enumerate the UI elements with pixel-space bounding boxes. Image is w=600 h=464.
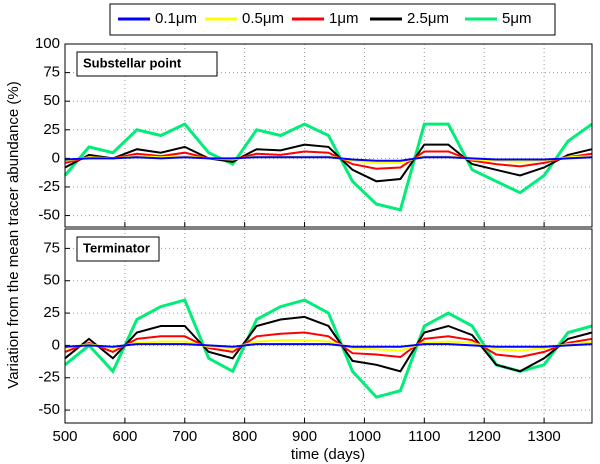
data-line (64, 155, 593, 164)
data-line (64, 343, 593, 348)
y-tick-label: -25 (38, 369, 60, 386)
x-tick-label: 600 (112, 428, 137, 445)
x-tick-label: 1100 (408, 428, 440, 445)
y-tick-label: 25 (43, 304, 60, 321)
x-tick-label: 900 (292, 428, 317, 445)
y-tick-label: 50 (43, 272, 60, 289)
data-line (64, 315, 593, 373)
x-tick-label: 800 (232, 428, 257, 445)
y-tick-label: -25 (38, 178, 60, 195)
y-tick-label: 75 (43, 64, 60, 81)
annotation-box (76, 236, 160, 262)
data-line (64, 339, 593, 352)
data-line (64, 331, 593, 359)
legend-label: 5μm (502, 10, 531, 27)
data-line (64, 150, 593, 170)
y-tick-label: 100 (35, 35, 60, 52)
y-tick-label: -50 (38, 207, 60, 224)
x-tick-label: 1000 (348, 428, 381, 445)
plot-frame (64, 43, 593, 228)
legend-label: 2.5μm (407, 10, 449, 27)
y-tick-label: 75 (43, 239, 60, 256)
y-tick-label: 25 (43, 121, 60, 138)
legend-label: 0.5μm (242, 10, 284, 27)
legend-label: 1μm (329, 10, 358, 27)
x-tick-label: 700 (172, 428, 197, 445)
data-line (64, 156, 593, 162)
x-tick-label: 1300 (527, 428, 560, 445)
y-tick-label: 0 (52, 336, 60, 353)
data-line (64, 143, 593, 183)
y-tick-label: 0 (52, 149, 60, 166)
x-tick-label: 1200 (468, 428, 501, 445)
y-tick-label: 50 (43, 92, 60, 109)
legend-label: 0.1μm (155, 10, 197, 27)
x-axis-label: time (days) (291, 446, 365, 463)
x-tick-label: 500 (52, 428, 77, 445)
y-tick-label: -50 (38, 401, 60, 418)
data-line (63, 122, 593, 212)
annotation-box (76, 51, 218, 77)
data-line (64, 298, 593, 399)
y-axis-label: Variation from the mean tracer abundance… (5, 81, 22, 388)
plot-frame (64, 228, 593, 424)
annotation: Terminator (83, 240, 150, 255)
annotation: Substellar point (83, 55, 182, 70)
